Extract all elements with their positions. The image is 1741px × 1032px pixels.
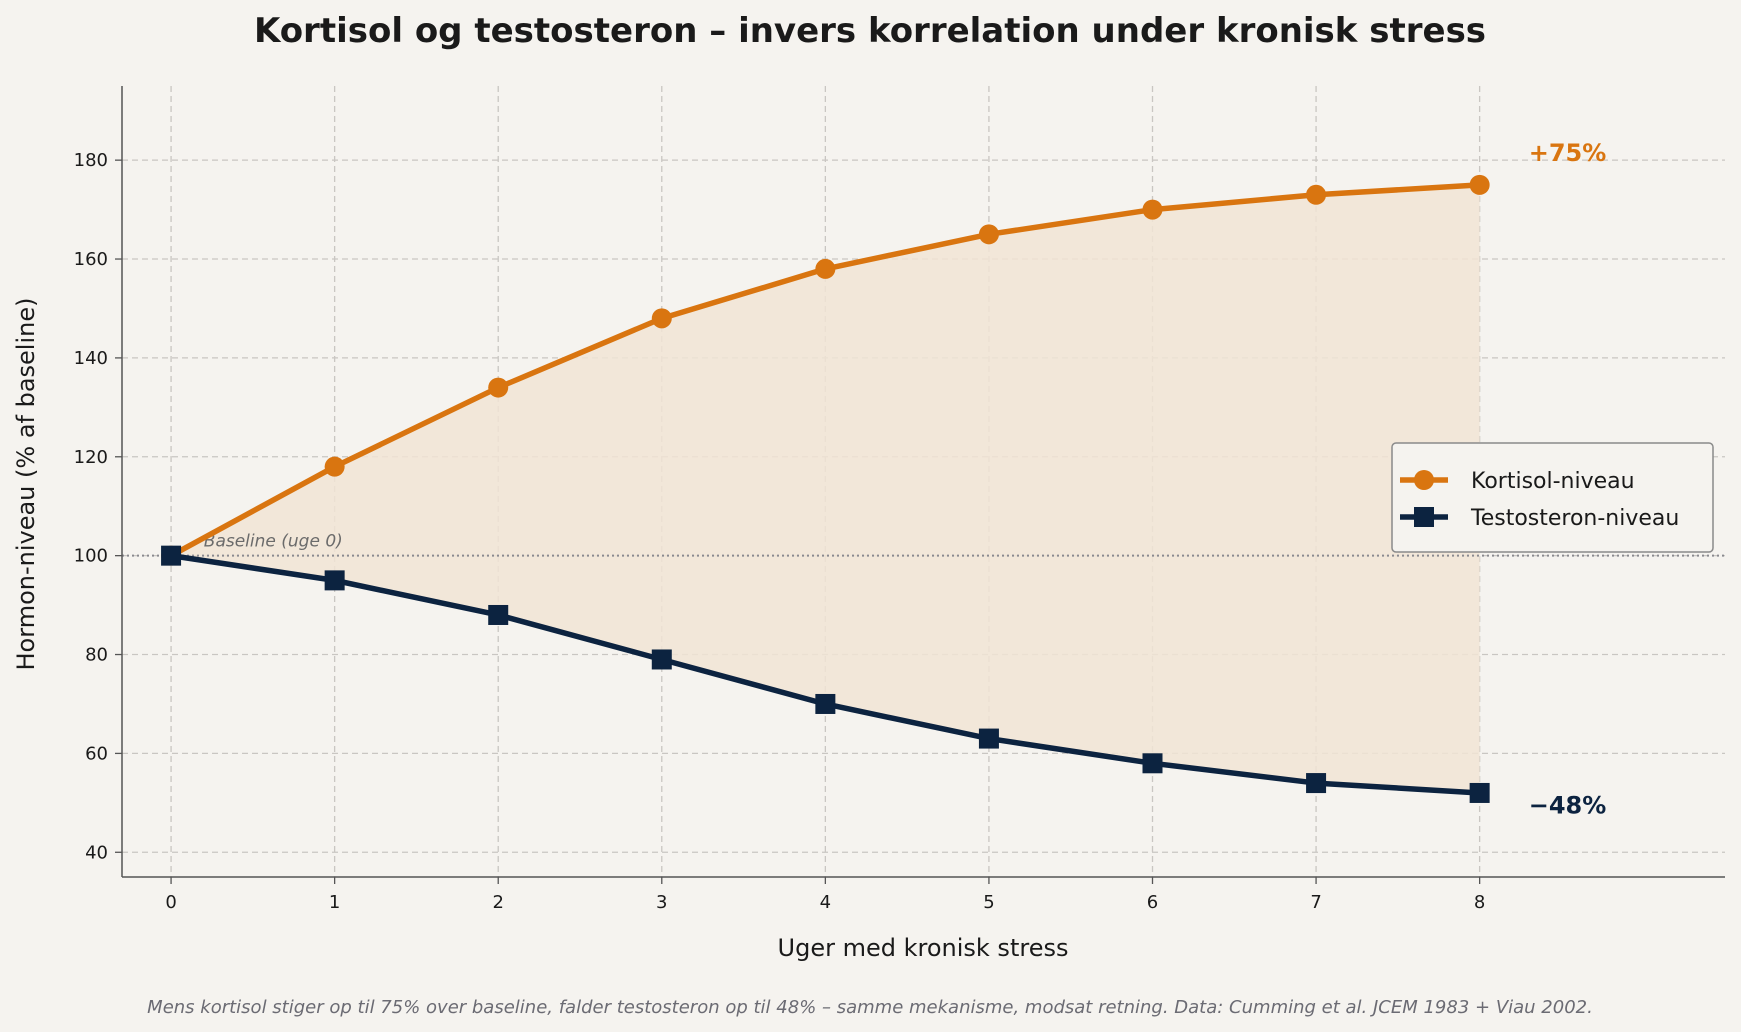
- x-axis-label: Uger med kronisk stress: [778, 934, 1069, 962]
- cortisol-point-7: [1306, 184, 1327, 205]
- testosterone-point-8: [1469, 782, 1490, 803]
- y-tick-label-120: 120: [74, 447, 108, 468]
- cortisol-point-4: [815, 258, 836, 279]
- testosterone-point-2: [488, 604, 509, 625]
- chart-title: Kortisol og testosteron – invers korrela…: [254, 11, 1486, 51]
- y-tick-label-100: 100: [74, 546, 108, 567]
- y-tick-label-140: 140: [74, 348, 108, 369]
- cortisol-point-2: [488, 377, 509, 398]
- series-layer: [161, 174, 1490, 803]
- baseline-label: Baseline (uge 0): [204, 532, 343, 552]
- testosterone-point-1: [324, 570, 345, 591]
- y-tick-label-160: 160: [74, 249, 108, 270]
- x-tick-label-0: 0: [165, 892, 176, 913]
- y-tick-label-40: 40: [85, 842, 108, 863]
- cortisol-point-5: [978, 224, 999, 245]
- testosterone-point-6: [1142, 753, 1163, 774]
- legend-testosterone-label: Testosteron-niveau: [1470, 506, 1679, 531]
- legend-cortisol-marker: [1414, 470, 1434, 490]
- cortisol-point-8: [1469, 174, 1490, 195]
- x-tick-label-1: 1: [329, 892, 340, 913]
- testosterone-end-label: −48%: [1529, 792, 1607, 820]
- x-tick-label-5: 5: [983, 892, 994, 913]
- legend: Kortisol-niveau Testosteron-niveau: [1391, 442, 1714, 553]
- x-tick-label-8: 8: [1474, 892, 1485, 913]
- x-tick-label-3: 3: [656, 892, 667, 913]
- axes: 40 60 80 100 120 140 160 180 0 1 2 3 4 5 6 7 8: [74, 86, 1725, 913]
- cortisol-end-label: +75%: [1529, 139, 1607, 167]
- testosterone-point-4: [815, 693, 836, 714]
- cortisol-point-6: [1142, 199, 1163, 220]
- legend-testosterone-marker: [1414, 507, 1434, 527]
- y-tick-label-80: 80: [85, 645, 108, 666]
- x-tick-label-4: 4: [820, 892, 831, 913]
- testosterone-point-0: [161, 545, 182, 566]
- chart-caption: Mens kortisol stiger op til 75% over bas…: [147, 997, 1593, 1018]
- x-tick-label-7: 7: [1310, 892, 1321, 913]
- cortisol-point-1: [324, 456, 345, 477]
- y-tick-label-180: 180: [74, 150, 108, 171]
- y-axis-label: Hormon-niveau (% af baseline): [12, 298, 40, 671]
- difference-fill-area: [171, 184, 1480, 793]
- end-labels: +75% −48%: [1529, 139, 1607, 820]
- y-tick-label-60: 60: [85, 743, 108, 764]
- testosterone-point-7: [1306, 773, 1327, 794]
- x-tick-label-2: 2: [492, 892, 503, 913]
- legend-box: [1391, 442, 1714, 553]
- testosterone-point-5: [978, 728, 999, 749]
- x-tick-label-6: 6: [1147, 892, 1158, 913]
- testosterone-point-3: [651, 649, 672, 670]
- cortisol-point-3: [651, 308, 672, 329]
- legend-cortisol-label: Kortisol-niveau: [1471, 469, 1635, 494]
